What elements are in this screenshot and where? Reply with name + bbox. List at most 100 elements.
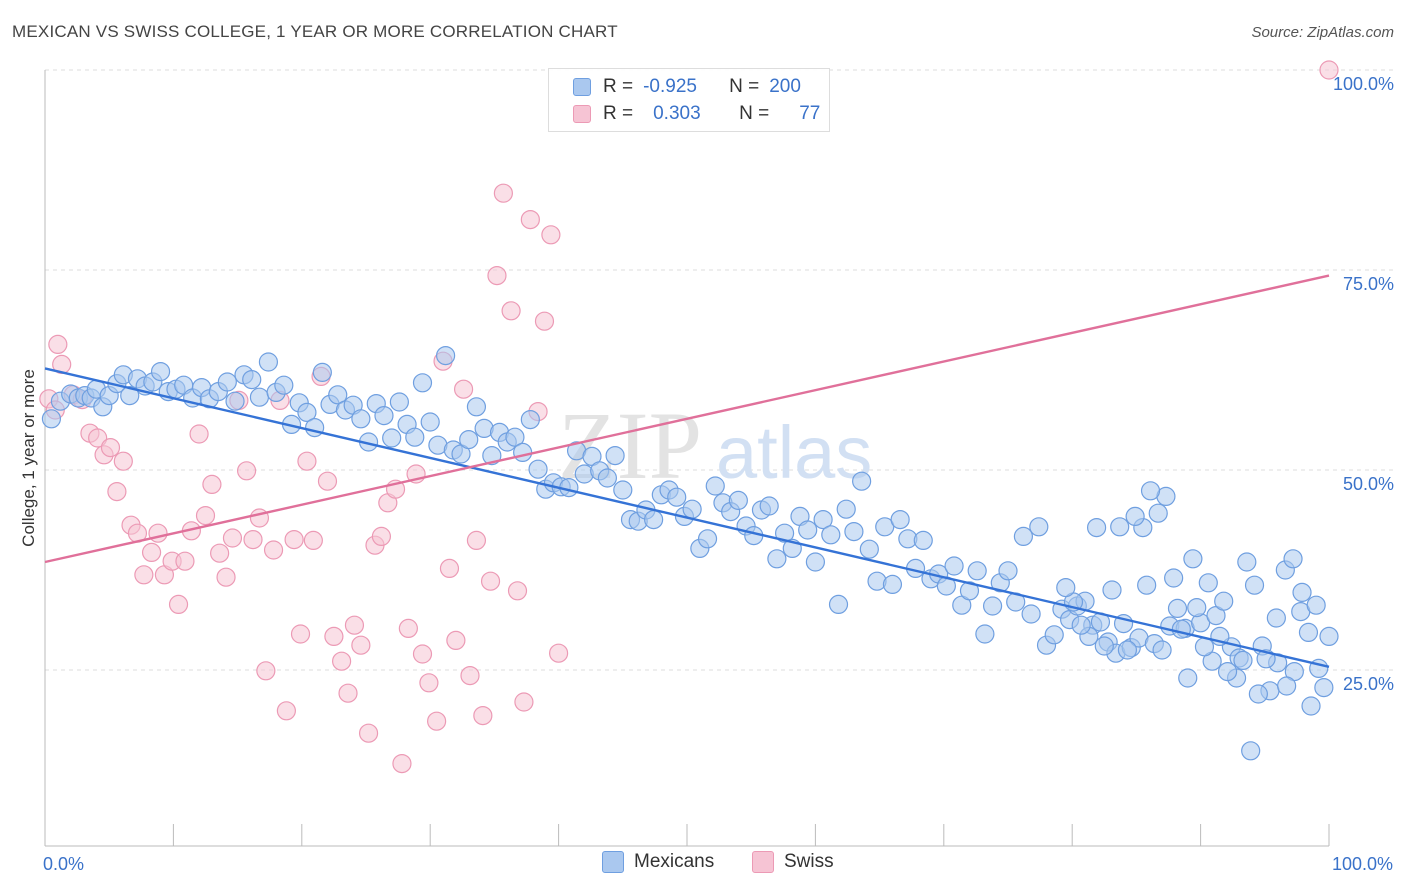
mexicans-point — [1217, 661, 1238, 682]
mexicans-point — [805, 552, 826, 572]
mexicans-point — [120, 386, 140, 406]
mexicans-point — [728, 490, 748, 510]
swiss-point — [317, 471, 338, 491]
mexicans-point — [859, 539, 879, 559]
legend-item-swiss[interactable]: Swiss — [752, 851, 834, 873]
mexicans-point — [1283, 549, 1303, 569]
swiss-point — [520, 210, 540, 230]
mexicans-point — [1277, 676, 1297, 696]
mexicans-point — [1319, 626, 1339, 647]
mexicans-point — [374, 406, 394, 426]
mexicans-point — [1187, 597, 1207, 618]
mexicans-point — [242, 370, 262, 390]
mexicans-point — [520, 410, 540, 430]
mexicans-point — [1152, 640, 1172, 660]
swiss-point — [473, 705, 493, 726]
legend-swatch-mexicans — [573, 78, 591, 96]
swiss-point — [88, 428, 108, 448]
swiss-point — [548, 643, 569, 663]
swiss-point — [427, 711, 447, 731]
mexicans-point — [217, 372, 237, 392]
swiss-point — [48, 334, 68, 354]
swiss-point — [276, 701, 296, 721]
y-tick-label: 25.0% — [1343, 674, 1394, 694]
mexicans-point — [705, 476, 725, 496]
mexicans-point — [882, 574, 903, 595]
swiss-point — [487, 266, 507, 286]
mexicans-point — [466, 397, 487, 417]
swiss-point — [392, 753, 412, 774]
swiss-point — [236, 461, 257, 481]
mexicans-point — [959, 581, 980, 601]
swiss-point — [398, 618, 418, 639]
legend-r-value-swiss: 0.303 — [653, 103, 701, 124]
mexicans-point — [258, 352, 279, 372]
mexicans-point — [405, 427, 425, 447]
mexicans-point — [944, 556, 964, 576]
mexicans-point — [1244, 575, 1265, 595]
mexicans-point — [821, 525, 841, 545]
series-legend: Mexicans Swiss — [0, 851, 1406, 877]
mexicans-point — [836, 499, 856, 519]
mexicans-point — [982, 596, 1003, 616]
mexicans-point — [1292, 582, 1312, 603]
mexicans-point — [420, 412, 440, 432]
mexicans-point — [613, 480, 633, 500]
mexicans-point — [1214, 591, 1234, 611]
x-tick-label: 100.0% — [1332, 854, 1393, 874]
swiss-point — [460, 665, 480, 686]
legend-swatch-swiss — [573, 105, 591, 123]
y-tick-label: 75.0% — [1343, 274, 1394, 294]
swiss-trend-line — [44, 274, 1330, 564]
mexicans-point — [1102, 580, 1122, 600]
mexicans-point — [389, 392, 409, 412]
swiss-point — [534, 311, 555, 331]
mexicans-point — [436, 346, 456, 366]
swiss-point — [141, 542, 162, 563]
mexicans-point — [767, 549, 787, 569]
mexicans-point — [412, 373, 433, 393]
mexicans-point — [998, 561, 1018, 581]
swiss-point — [263, 540, 284, 560]
swiss-point — [480, 571, 501, 591]
mexicans-point — [1314, 677, 1334, 698]
mexicans-point — [697, 529, 718, 549]
mexicans-point — [249, 387, 270, 407]
mexicans-point — [297, 402, 317, 422]
legend-item-mexicans[interactable]: Mexicans — [602, 851, 714, 873]
swiss-point — [100, 438, 121, 458]
mexicans-point — [844, 521, 864, 542]
mexicans-point — [1241, 741, 1261, 761]
mexicans-point — [975, 624, 995, 644]
swiss-point — [507, 581, 528, 601]
mexicans-point — [1029, 517, 1049, 537]
mexicans-point — [528, 459, 548, 479]
mexicans-point — [459, 430, 479, 450]
legend-row-swiss: R = 0.303 N = 77 — [573, 102, 820, 126]
mexicans-point — [1125, 506, 1145, 527]
swiss-point — [351, 635, 371, 655]
mexicans-point — [1117, 640, 1138, 660]
trend-lines — [44, 274, 1330, 668]
mexicans-points — [41, 346, 1339, 761]
mexicans-point — [382, 428, 402, 448]
legend-n-label: N = — [739, 103, 770, 124]
mexicans-point — [1178, 668, 1198, 688]
swiss-point — [514, 692, 534, 712]
legend-r-label: R = — [603, 103, 634, 124]
y-tick-label: 100.0% — [1333, 74, 1394, 94]
swiss-point — [541, 225, 561, 245]
mexicans-point — [597, 468, 617, 488]
swiss-point — [113, 451, 133, 471]
mexicans-point — [1164, 568, 1184, 588]
mexicans-point — [1266, 608, 1286, 628]
swiss-point — [493, 183, 513, 203]
mexicans-point — [813, 509, 833, 530]
mexicans-point — [798, 520, 818, 540]
mexicans-point — [328, 385, 348, 405]
legend-label-swiss: Swiss — [784, 851, 834, 872]
mexicans-point — [505, 427, 525, 447]
mexicans-point — [1198, 573, 1218, 593]
mexicans-point — [1137, 575, 1157, 595]
mexicans-point — [759, 496, 779, 516]
